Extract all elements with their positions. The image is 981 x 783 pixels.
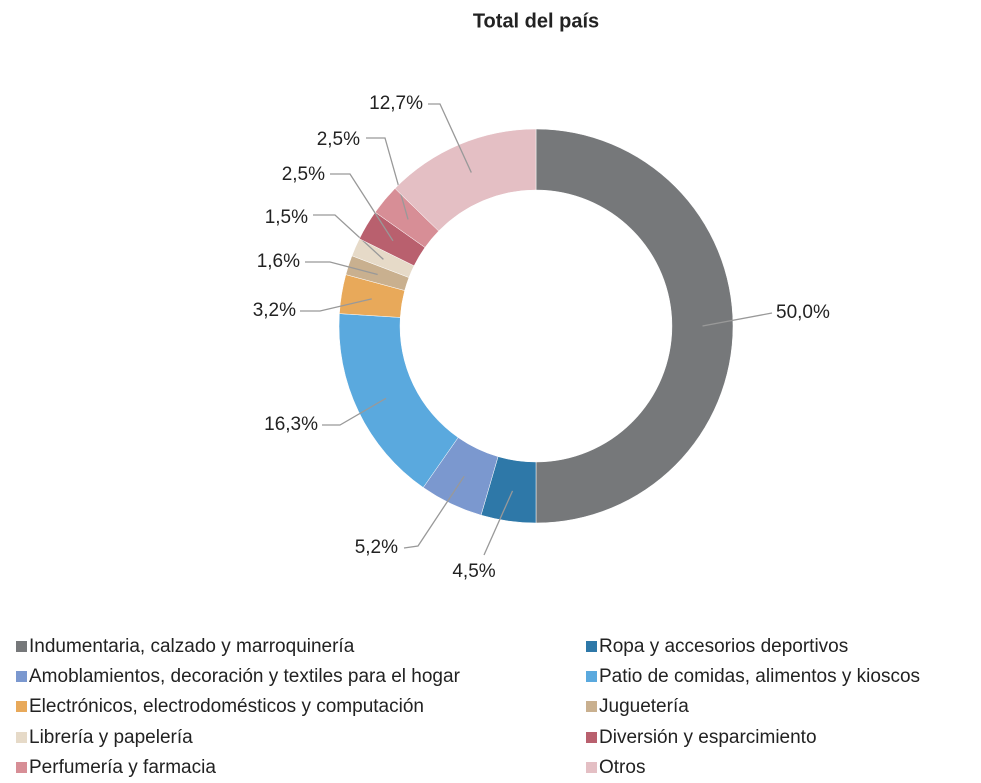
legend-label: Juguetería (599, 696, 689, 717)
data-label: 1,6% (257, 251, 300, 272)
legend-marker (16, 641, 27, 652)
leader-line (300, 298, 372, 312)
legend-label: Electrónicos, electrodomésticos y comput… (29, 696, 424, 717)
legend-marker (16, 732, 27, 743)
donut-slice (338, 313, 459, 488)
leader-line (313, 214, 384, 260)
data-label: 2,5% (317, 129, 360, 150)
legend-marker (16, 671, 27, 682)
legend-marker (586, 762, 597, 773)
legend-label: Indumentaria, calzado y marroquinería (29, 636, 355, 657)
legend-marker (16, 701, 27, 712)
data-label: 16,3% (264, 414, 318, 435)
legend-marker (586, 641, 597, 652)
legend-label: Amoblamientos, decoración y textiles par… (29, 666, 461, 687)
data-label: 3,2% (253, 300, 296, 321)
data-label: 1,5% (265, 207, 308, 228)
leader-line (702, 312, 773, 327)
legend-label: Patio de comidas, alimentos y kioscos (599, 666, 920, 687)
legend-marker (16, 762, 27, 773)
donut-slice (535, 128, 734, 524)
legend-label: Librería y papelería (29, 727, 193, 748)
leader-line (305, 261, 378, 276)
legend-marker (586, 701, 597, 712)
chart-title: Total del país (473, 10, 599, 32)
leader-line (330, 173, 394, 242)
leader-line (322, 397, 387, 426)
leader-line (483, 490, 514, 556)
legend-label: Otros (599, 757, 645, 778)
data-label: 50,0% (776, 302, 830, 323)
legend-marker (586, 671, 597, 682)
legend-label: Ropa y accesorios deportivos (599, 636, 848, 657)
data-label: 12,7% (369, 93, 423, 114)
legend-label: Diversión y esparcimiento (599, 727, 817, 748)
data-label: 4,5% (452, 561, 495, 582)
donut-slice (394, 128, 537, 232)
leader-line (403, 475, 465, 549)
data-label: 5,2% (355, 537, 398, 558)
legend-label: Perfumería y farmacia (29, 757, 216, 778)
legend-marker (586, 732, 597, 743)
leader-line (428, 103, 472, 173)
data-label: 2,5% (282, 164, 325, 185)
